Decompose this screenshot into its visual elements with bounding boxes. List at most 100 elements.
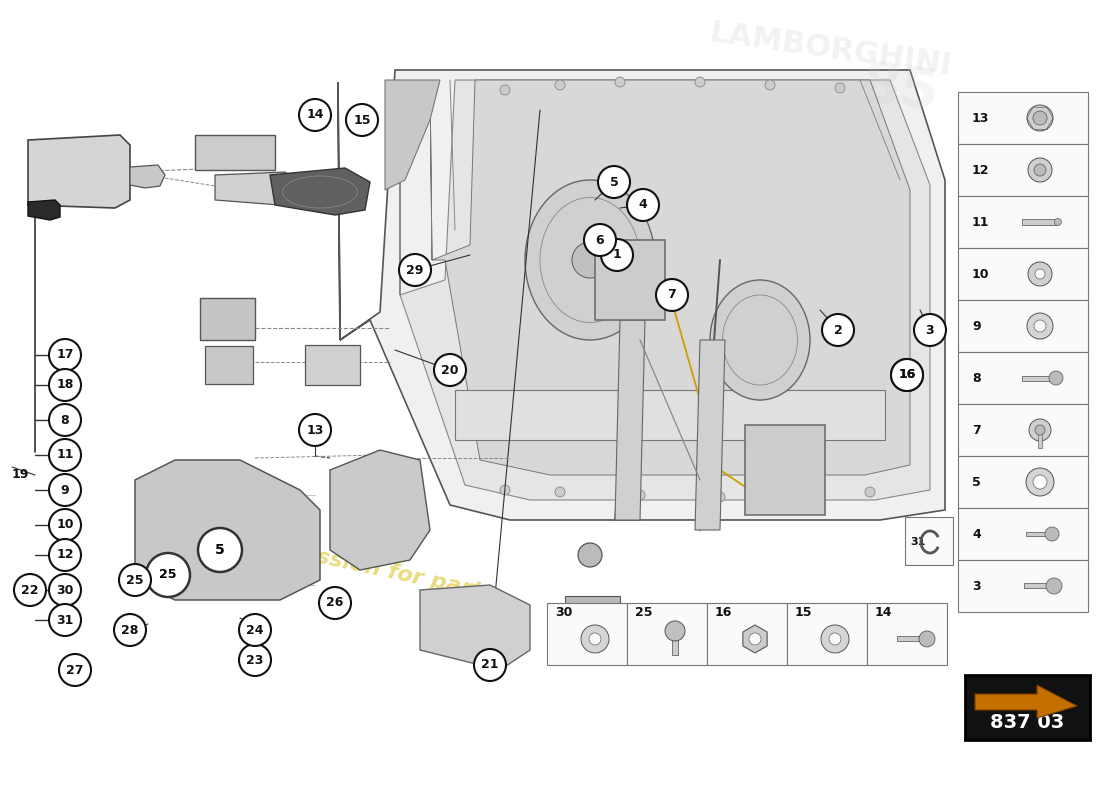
Circle shape xyxy=(239,614,271,646)
Bar xyxy=(958,300,1088,352)
Polygon shape xyxy=(28,135,130,208)
Polygon shape xyxy=(420,585,530,670)
Text: 26: 26 xyxy=(327,597,343,610)
Circle shape xyxy=(50,404,81,436)
Bar xyxy=(195,135,275,170)
Bar xyxy=(958,144,1088,196)
Circle shape xyxy=(500,85,510,95)
Text: 27: 27 xyxy=(66,663,84,677)
Circle shape xyxy=(764,80,776,90)
Bar xyxy=(1022,375,1054,381)
Bar xyxy=(455,390,886,440)
Circle shape xyxy=(914,314,946,346)
Circle shape xyxy=(399,254,431,286)
Circle shape xyxy=(50,439,81,471)
Circle shape xyxy=(198,528,242,572)
Polygon shape xyxy=(330,450,430,570)
Text: 7: 7 xyxy=(972,423,981,437)
Bar xyxy=(958,404,1088,456)
Text: 12: 12 xyxy=(972,163,990,177)
Bar xyxy=(786,603,867,665)
Text: 4: 4 xyxy=(972,527,981,541)
Text: 2: 2 xyxy=(834,323,843,337)
Text: 14: 14 xyxy=(306,109,323,122)
Circle shape xyxy=(581,625,609,653)
Text: a passion for parts: a passion for parts xyxy=(263,536,497,604)
Circle shape xyxy=(1028,262,1052,286)
Bar xyxy=(200,298,255,340)
Circle shape xyxy=(114,614,146,646)
Text: 16: 16 xyxy=(899,369,915,382)
Circle shape xyxy=(578,543,602,567)
Circle shape xyxy=(749,633,761,645)
Bar xyxy=(707,603,786,665)
Text: 7: 7 xyxy=(668,289,676,302)
Circle shape xyxy=(891,359,923,391)
Ellipse shape xyxy=(710,280,810,400)
Text: 9: 9 xyxy=(60,483,69,497)
Text: 16: 16 xyxy=(715,606,733,619)
Text: 22: 22 xyxy=(21,583,38,597)
Circle shape xyxy=(119,564,151,596)
Circle shape xyxy=(584,224,616,256)
Text: 10: 10 xyxy=(56,518,74,531)
Polygon shape xyxy=(338,70,945,520)
Circle shape xyxy=(601,239,632,271)
Text: 28: 28 xyxy=(121,623,139,637)
Text: 31: 31 xyxy=(56,614,74,626)
Circle shape xyxy=(1027,313,1053,339)
Circle shape xyxy=(346,104,378,136)
Text: 19: 19 xyxy=(12,469,30,482)
Bar xyxy=(672,633,678,655)
Circle shape xyxy=(821,625,849,653)
Bar xyxy=(958,456,1088,508)
Text: 13: 13 xyxy=(972,111,989,125)
Bar xyxy=(958,560,1088,612)
Text: LAMBORGHINI: LAMBORGHINI xyxy=(707,18,953,82)
Bar xyxy=(1024,583,1052,588)
Circle shape xyxy=(556,80,565,90)
Circle shape xyxy=(1046,578,1062,594)
Text: 14: 14 xyxy=(874,606,892,619)
Circle shape xyxy=(865,487,874,497)
Bar xyxy=(896,637,925,642)
Circle shape xyxy=(50,339,81,371)
Text: 17: 17 xyxy=(56,349,74,362)
Circle shape xyxy=(1028,158,1052,182)
Circle shape xyxy=(795,492,805,502)
Text: 11: 11 xyxy=(56,449,74,462)
Bar xyxy=(565,596,620,608)
Circle shape xyxy=(50,474,81,506)
Text: 25: 25 xyxy=(635,606,652,619)
Text: 31: 31 xyxy=(910,537,925,547)
Bar xyxy=(965,675,1090,740)
Circle shape xyxy=(1033,475,1047,489)
Circle shape xyxy=(319,587,351,619)
Circle shape xyxy=(715,492,725,502)
Text: 10: 10 xyxy=(972,267,990,281)
Circle shape xyxy=(299,414,331,446)
Bar xyxy=(958,196,1088,248)
Circle shape xyxy=(918,631,935,647)
Circle shape xyxy=(146,553,190,597)
Polygon shape xyxy=(214,172,295,205)
Polygon shape xyxy=(975,685,1077,718)
Bar xyxy=(958,248,1088,300)
Ellipse shape xyxy=(525,180,654,340)
Text: 16: 16 xyxy=(899,369,915,382)
Circle shape xyxy=(822,314,854,346)
Circle shape xyxy=(1055,218,1061,226)
Circle shape xyxy=(50,539,81,571)
Text: 3: 3 xyxy=(972,579,980,593)
Text: 6: 6 xyxy=(596,234,604,246)
Text: 18: 18 xyxy=(56,378,74,391)
Bar xyxy=(1038,430,1042,448)
Circle shape xyxy=(299,99,331,131)
Circle shape xyxy=(1034,320,1046,332)
Circle shape xyxy=(1033,111,1047,125)
Bar xyxy=(958,92,1088,144)
Bar xyxy=(867,603,947,665)
Polygon shape xyxy=(695,340,725,530)
Circle shape xyxy=(615,77,625,87)
Text: 20: 20 xyxy=(441,363,459,377)
